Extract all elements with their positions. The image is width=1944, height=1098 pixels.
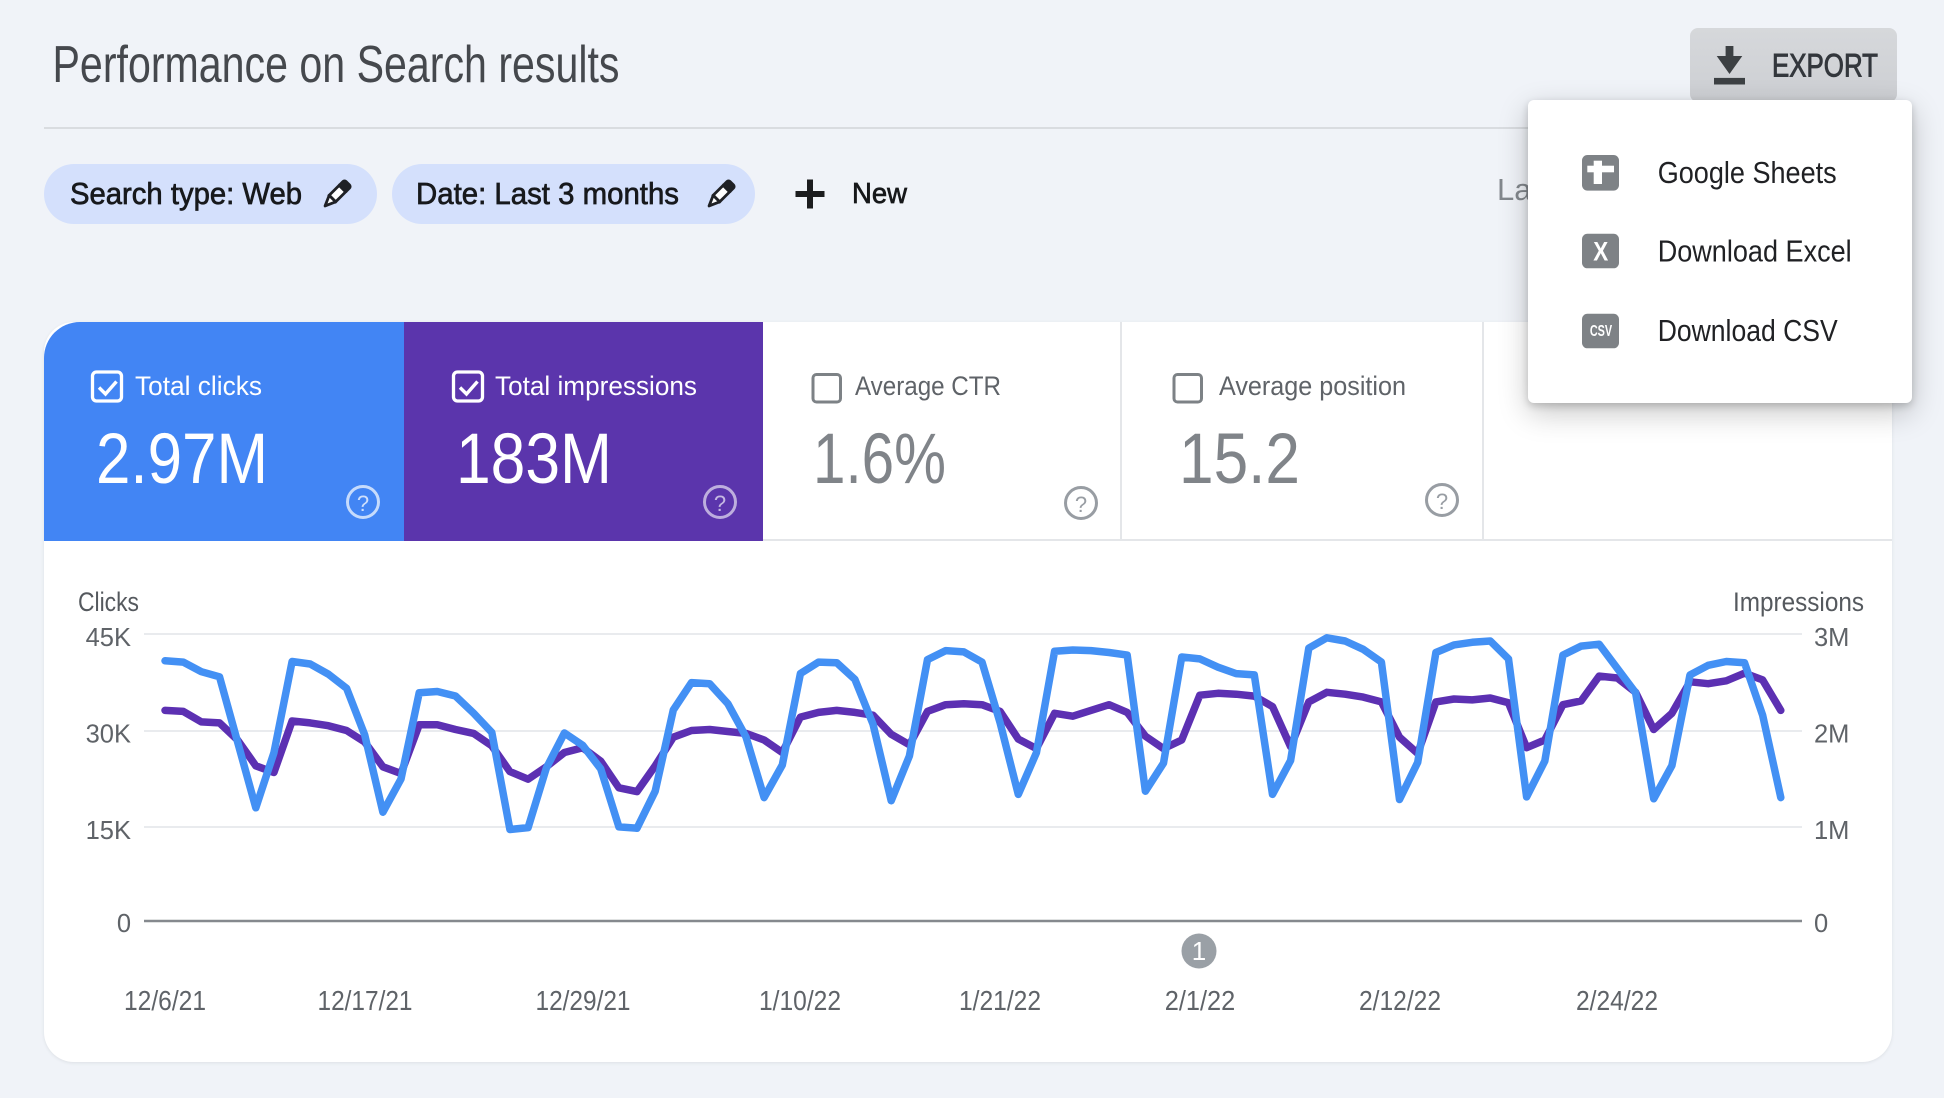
svg-text:30K: 30K [86, 721, 131, 749]
svg-text:12/29/21: 12/29/21 [536, 985, 631, 1016]
svg-text:Search type: Web: Search type: Web [70, 176, 302, 211]
svg-text:1M: 1M [1814, 817, 1849, 845]
svg-text:Performance on Search results: Performance on Search results [53, 36, 620, 94]
svg-text:?: ? [714, 491, 726, 516]
svg-text:?: ? [1075, 492, 1087, 517]
svg-text:1/10/22: 1/10/22 [759, 985, 841, 1016]
svg-text:Date: Last 3 months: Date: Last 3 months [416, 176, 679, 211]
svg-text:EXPORT: EXPORT [1772, 48, 1878, 84]
svg-text:1: 1 [1192, 936, 1206, 966]
svg-text:CSV: CSV [1590, 323, 1613, 340]
svg-text:2.97M: 2.97M [96, 420, 268, 499]
svg-text:3M: 3M [1814, 624, 1849, 652]
svg-text:45K: 45K [86, 624, 131, 652]
svg-text:1.6%: 1.6% [813, 420, 946, 499]
svg-text:1/21/22: 1/21/22 [959, 985, 1041, 1016]
svg-text:0: 0 [117, 910, 131, 938]
svg-text:New: New [852, 178, 908, 210]
svg-text:Clicks: Clicks [78, 587, 139, 617]
svg-text:?: ? [357, 491, 369, 516]
svg-text:2/1/22: 2/1/22 [1165, 985, 1236, 1016]
svg-text:Download CSV: Download CSV [1658, 313, 1838, 348]
svg-text:X: X [1593, 237, 1608, 267]
svg-text:2M: 2M [1814, 721, 1849, 749]
svg-text:15.2: 15.2 [1179, 420, 1300, 499]
svg-text:Total impressions: Total impressions [495, 371, 697, 401]
svg-text:0: 0 [1814, 910, 1828, 938]
svg-text:2/24/22: 2/24/22 [1576, 985, 1658, 1016]
svg-text:Impressions: Impressions [1733, 587, 1864, 617]
svg-text:183M: 183M [456, 420, 612, 499]
svg-text:Google Sheets: Google Sheets [1658, 155, 1837, 190]
svg-text:Total clicks: Total clicks [135, 371, 262, 401]
svg-text:15K: 15K [86, 817, 131, 845]
svg-text:Average position: Average position [1219, 371, 1406, 401]
svg-text:12/17/21: 12/17/21 [318, 985, 413, 1016]
svg-text:Download Excel: Download Excel [1658, 234, 1852, 269]
svg-text:Average CTR: Average CTR [855, 371, 1001, 401]
svg-text:?: ? [1436, 489, 1448, 514]
svg-text:2/12/22: 2/12/22 [1359, 985, 1441, 1016]
svg-text:12/6/21: 12/6/21 [124, 985, 206, 1016]
